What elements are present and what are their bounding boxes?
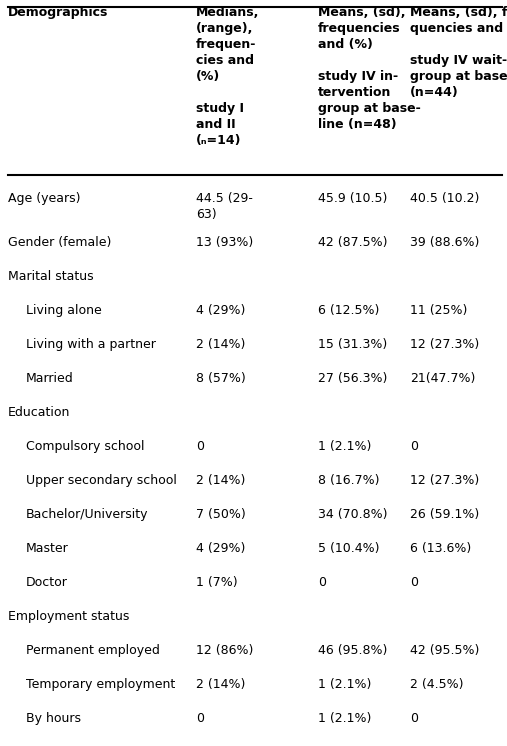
Text: 8 (16.7%): 8 (16.7%) bbox=[318, 474, 380, 487]
Text: Permanent employed: Permanent employed bbox=[26, 644, 160, 657]
Text: Living with a partner: Living with a partner bbox=[26, 338, 156, 351]
Text: Gender (female): Gender (female) bbox=[8, 236, 112, 249]
Text: 1 (2.1%): 1 (2.1%) bbox=[318, 440, 371, 453]
Text: Compulsory school: Compulsory school bbox=[26, 440, 144, 453]
Text: Age (years): Age (years) bbox=[8, 192, 81, 205]
Text: Education: Education bbox=[8, 406, 70, 419]
Text: Means, (sd),
frequencies
and (%)

study IV in-
tervention
group at base-
line (n: Means, (sd), frequencies and (%) study I… bbox=[318, 6, 421, 131]
Text: 2 (14%): 2 (14%) bbox=[196, 678, 245, 691]
Text: 0: 0 bbox=[196, 712, 204, 725]
Text: Employment status: Employment status bbox=[8, 610, 129, 623]
Text: 7 (50%): 7 (50%) bbox=[196, 508, 246, 521]
Text: Master: Master bbox=[26, 542, 69, 555]
Text: 5 (10.4%): 5 (10.4%) bbox=[318, 542, 380, 555]
Text: By hours: By hours bbox=[26, 712, 81, 725]
Text: Married: Married bbox=[26, 372, 74, 385]
Text: 15 (31.3%): 15 (31.3%) bbox=[318, 338, 387, 351]
Text: 42 (95.5%): 42 (95.5%) bbox=[410, 644, 480, 657]
Text: 45.9 (10.5): 45.9 (10.5) bbox=[318, 192, 387, 205]
Text: 12 (27.3%): 12 (27.3%) bbox=[410, 474, 479, 487]
Text: 39 (88.6%): 39 (88.6%) bbox=[410, 236, 480, 249]
Text: 1 (7%): 1 (7%) bbox=[196, 576, 238, 589]
Text: 26 (59.1%): 26 (59.1%) bbox=[410, 508, 479, 521]
Text: 4 (29%): 4 (29%) bbox=[196, 304, 245, 317]
Text: 44.5 (29-
63): 44.5 (29- 63) bbox=[196, 192, 253, 221]
Text: 0: 0 bbox=[410, 576, 418, 589]
Text: Means, (sd), fre-
quencies and (%)

study IV wait-list
group at baseline
(n=44): Means, (sd), fre- quencies and (%) study… bbox=[410, 6, 507, 99]
Text: 12 (86%): 12 (86%) bbox=[196, 644, 254, 657]
Text: 46 (95.8%): 46 (95.8%) bbox=[318, 644, 387, 657]
Text: 12 (27.3%): 12 (27.3%) bbox=[410, 338, 479, 351]
Text: 6 (13.6%): 6 (13.6%) bbox=[410, 542, 471, 555]
Text: 1 (2.1%): 1 (2.1%) bbox=[318, 678, 371, 691]
Text: 27 (56.3%): 27 (56.3%) bbox=[318, 372, 387, 385]
Text: Marital status: Marital status bbox=[8, 270, 94, 283]
Text: 13 (93%): 13 (93%) bbox=[196, 236, 254, 249]
Text: 2 (4.5%): 2 (4.5%) bbox=[410, 678, 463, 691]
Text: Demographics: Demographics bbox=[8, 6, 108, 19]
Text: 8 (57%): 8 (57%) bbox=[196, 372, 246, 385]
Text: 11 (25%): 11 (25%) bbox=[410, 304, 467, 317]
Text: 2 (14%): 2 (14%) bbox=[196, 474, 245, 487]
Text: Bachelor/University: Bachelor/University bbox=[26, 508, 149, 521]
Text: Medians,
(range),
frequen-
cies and
(%)

study I
and II
(ₙ=14): Medians, (range), frequen- cies and (%) … bbox=[196, 6, 260, 147]
Text: Doctor: Doctor bbox=[26, 576, 68, 589]
Text: 0: 0 bbox=[196, 440, 204, 453]
Text: 0: 0 bbox=[318, 576, 326, 589]
Text: 2 (14%): 2 (14%) bbox=[196, 338, 245, 351]
Text: 0: 0 bbox=[410, 712, 418, 725]
Text: Upper secondary school: Upper secondary school bbox=[26, 474, 177, 487]
Text: 42 (87.5%): 42 (87.5%) bbox=[318, 236, 387, 249]
Text: 40.5 (10.2): 40.5 (10.2) bbox=[410, 192, 480, 205]
Text: Living alone: Living alone bbox=[26, 304, 102, 317]
Text: 34 (70.8%): 34 (70.8%) bbox=[318, 508, 387, 521]
Text: 6 (12.5%): 6 (12.5%) bbox=[318, 304, 379, 317]
Text: Temporary employment: Temporary employment bbox=[26, 678, 175, 691]
Text: 1 (2.1%): 1 (2.1%) bbox=[318, 712, 371, 725]
Text: 0: 0 bbox=[410, 440, 418, 453]
Text: 21(47.7%): 21(47.7%) bbox=[410, 372, 476, 385]
Text: 4 (29%): 4 (29%) bbox=[196, 542, 245, 555]
